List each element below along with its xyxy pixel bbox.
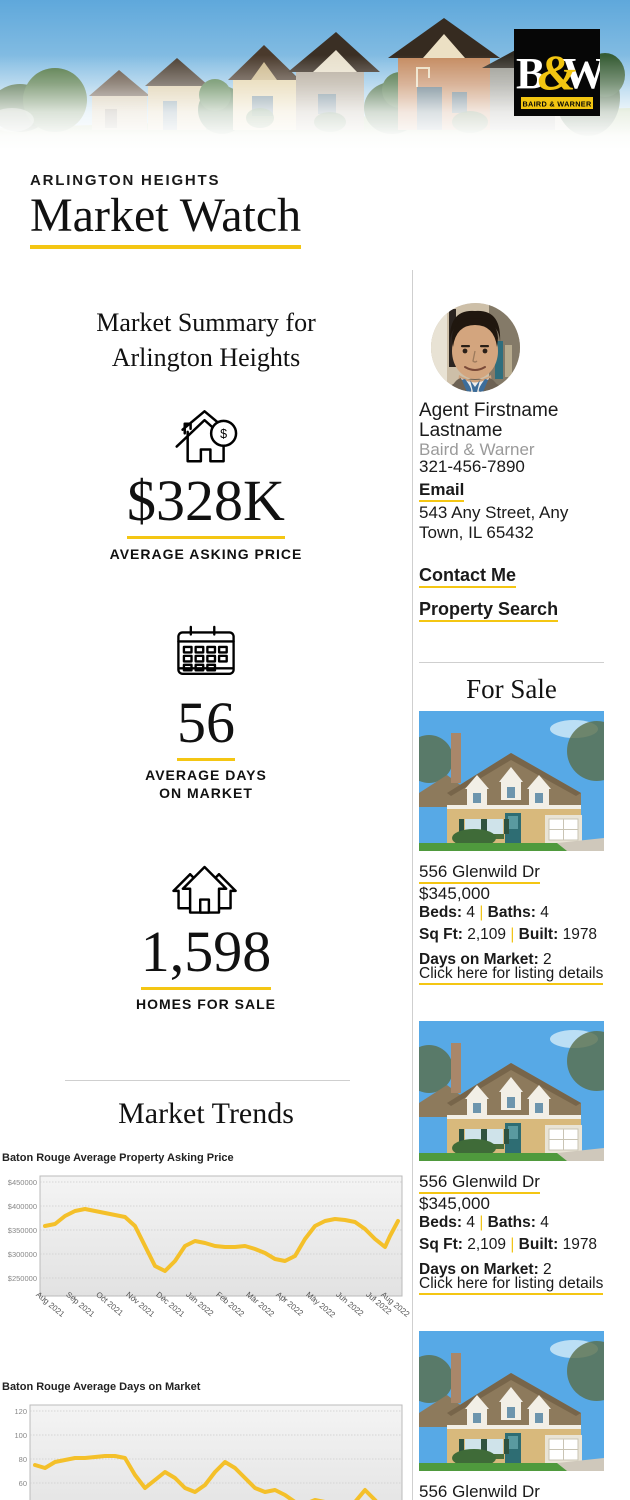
svg-text:$250000: $250000 [8, 1274, 37, 1283]
svg-text:$350000: $350000 [8, 1226, 37, 1235]
svg-text:BAIRD & WARNER: BAIRD & WARNER [522, 100, 591, 109]
svg-text:60: 60 [19, 1479, 27, 1488]
svg-text:&: & [538, 44, 577, 100]
svg-text:120: 120 [14, 1407, 27, 1416]
svg-text:$: $ [220, 427, 227, 441]
svg-text:$450000: $450000 [8, 1178, 37, 1187]
svg-text:100: 100 [14, 1431, 27, 1440]
svg-text:80: 80 [19, 1455, 27, 1464]
svg-text:$400000: $400000 [8, 1202, 37, 1211]
svg-text:$300000: $300000 [8, 1250, 37, 1259]
